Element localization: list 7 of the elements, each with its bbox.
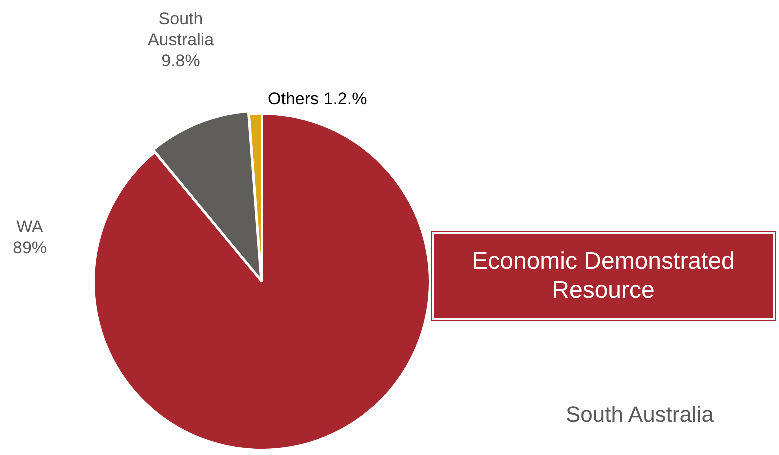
slice-label: Others 1.2.% [268,90,368,109]
text: South Australia [565,402,715,428]
text: Economic Demonstrated Resource [432,232,775,320]
slice-label: WA [16,218,44,237]
slice-label: South Australia [148,10,215,50]
data-label: 9.8% [162,52,200,71]
data-label: 89% [12,238,48,258]
